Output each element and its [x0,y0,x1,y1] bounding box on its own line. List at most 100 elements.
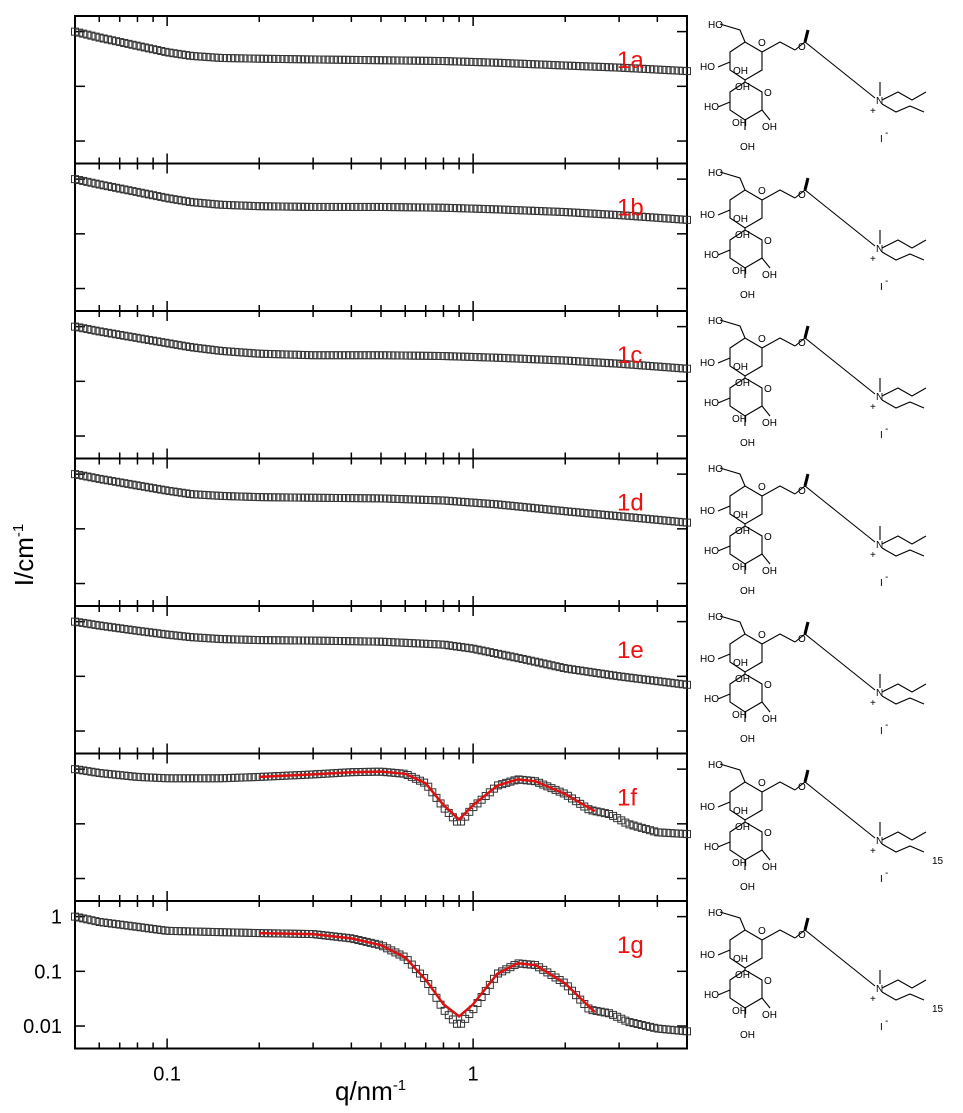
data-point [235,928,244,937]
data-point [140,923,149,932]
data-point [329,636,338,645]
data-point [75,176,84,185]
data-point [210,346,219,355]
data-point [210,200,219,209]
data-point [329,202,338,211]
data-point [646,213,655,222]
atom-label: OH [740,290,755,301]
data-point [547,60,556,69]
plots-area: 1a 1b 1c 1d 1e 1f 1g 1 0.1 0.01 0.1 1 [23,15,691,1086]
data-point [448,352,457,361]
atom-label: + [870,402,876,413]
data-point [264,636,273,645]
data-point [214,634,223,643]
data-point [383,944,392,953]
data-point [218,774,227,783]
data-point [128,772,137,781]
data-point [268,54,277,63]
data-point [116,624,125,633]
data-point [440,203,449,212]
data-point [637,514,646,523]
alkyl-chain [794,633,876,691]
data-point [498,205,507,214]
data-point [116,478,125,487]
data-point [206,345,215,354]
data-point [420,203,429,212]
data-point [539,207,548,216]
atom-label: N [876,96,883,107]
data-point [559,356,568,365]
data-point [218,491,227,500]
data-point [313,636,322,645]
data-point [136,482,145,491]
data-point [218,635,227,644]
atom-label: OH [733,214,748,225]
data-point [436,57,445,66]
data-point [259,202,268,211]
panel-1a: 1a [71,15,691,165]
data-point [124,921,133,930]
atom-label: OH [733,658,748,669]
data-point [637,823,646,832]
data-point [452,1019,461,1028]
data-point [222,928,231,937]
data-point [407,56,416,65]
data-point [567,208,576,217]
data-point [301,55,310,64]
data-point [633,674,642,683]
data-point [526,355,535,364]
data-point [510,653,519,662]
data-point [407,203,416,212]
data-point [379,56,388,65]
data-point [309,636,318,645]
data-point [149,45,158,54]
data-point [206,199,215,208]
data-point [670,679,679,688]
data-point [555,787,564,796]
data-point [670,363,679,372]
bond [761,781,796,793]
data-point [120,479,129,488]
data-point [202,491,211,500]
data-point [128,187,137,196]
atom-label: OH [733,66,748,77]
data-point [543,355,552,364]
data-point [366,56,375,65]
data-point [526,656,535,665]
data-point [637,675,646,684]
atom-label: OH [762,566,777,577]
data-point [329,351,338,360]
data-point [383,494,392,503]
data-point [674,215,683,224]
data-point [153,925,162,934]
data-point [646,515,655,524]
data-point [559,61,568,70]
data-point [194,344,203,353]
data-point [370,637,379,646]
data-point [522,655,531,664]
data-point [662,1025,671,1034]
data-point [383,56,392,65]
data-point [333,55,342,64]
data-point [333,351,342,360]
atom-label: I [880,134,883,145]
data-point [149,924,158,933]
data-point [572,357,581,366]
panel-1b: 1b [71,162,691,312]
data-point [173,488,182,497]
data-point [214,774,223,783]
panel-1g: 1g 1 0.1 0.01 0.1 1 [23,900,691,1086]
data-point [502,354,511,363]
data-point [395,203,404,212]
data-point [280,55,289,64]
atom-label: OH [740,734,755,745]
data-point [416,969,425,978]
alkyl-chain [794,189,876,247]
data-point [457,57,466,66]
atom-label: O [764,828,772,839]
data-point [399,495,408,504]
data-point [194,490,203,499]
data-point [403,956,412,965]
atom-label: O [764,976,772,987]
